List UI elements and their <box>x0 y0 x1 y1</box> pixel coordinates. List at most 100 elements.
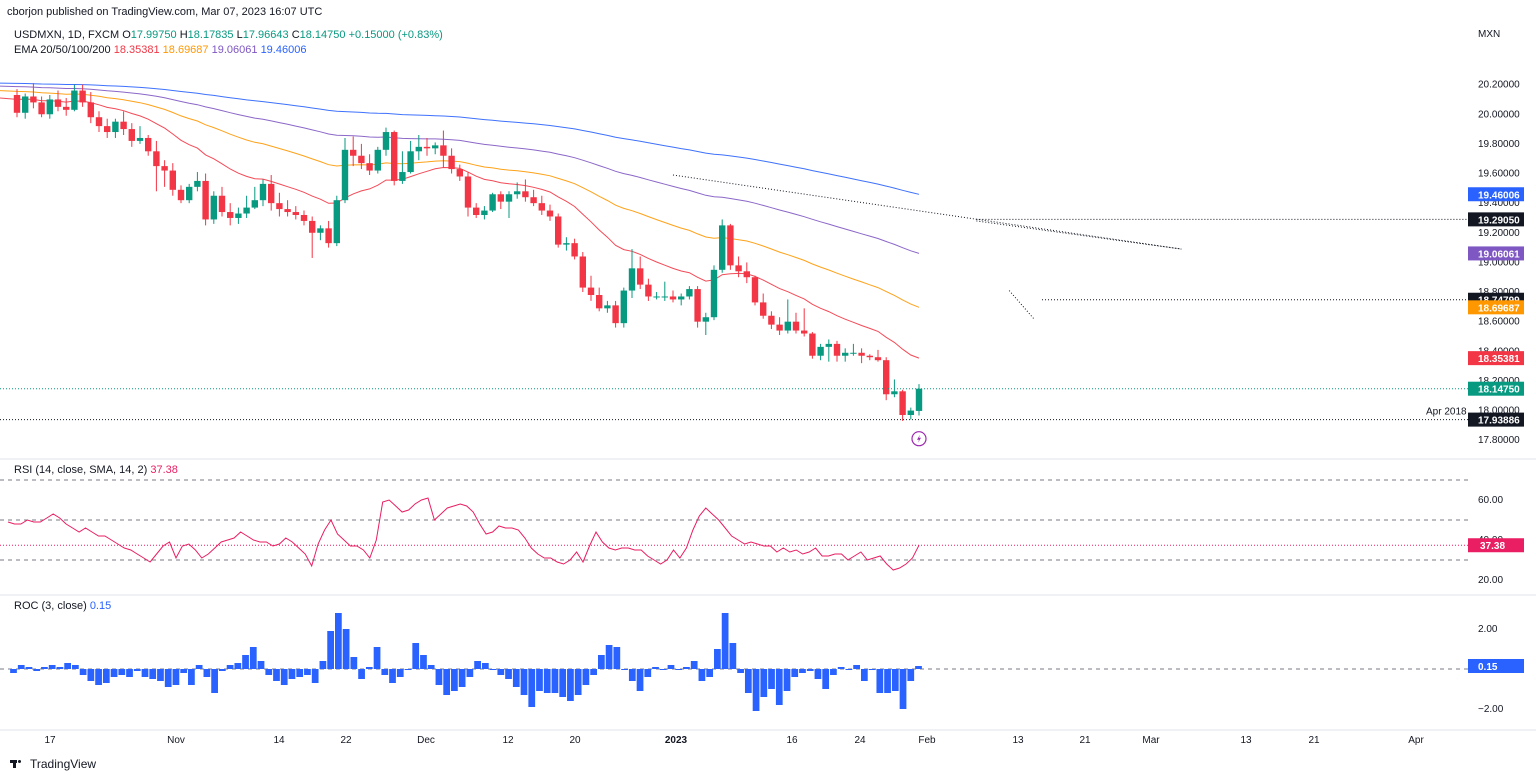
ema-label: EMA 20/50/100/200 <box>14 44 111 56</box>
candle-body <box>473 207 480 215</box>
time-tick-label: Feb <box>918 735 936 746</box>
roc-bar <box>420 655 427 669</box>
time-tick-label: Apr <box>1408 735 1424 746</box>
candle-body <box>46 99 53 115</box>
candle-body <box>333 200 340 244</box>
price-tick-label: 20.00000 <box>1478 109 1520 120</box>
candle-body <box>612 305 619 324</box>
candle-body <box>391 132 398 181</box>
candle-body <box>325 228 332 244</box>
roc-bar <box>180 669 188 673</box>
roc-legend[interactable]: ROC (3, close) 0.15 <box>14 600 111 612</box>
candle-body <box>210 195 217 220</box>
candle-body <box>833 343 841 356</box>
candle-body <box>63 106 70 110</box>
roc-bar <box>536 669 543 691</box>
ema50-line <box>0 90 920 308</box>
candle-body <box>768 315 775 325</box>
roc-bar <box>110 669 118 677</box>
roc-bar <box>304 669 311 675</box>
low-label: L <box>236 29 243 41</box>
time-tick-label: 21 <box>1308 735 1320 746</box>
roc-value: 0.15 <box>89 600 112 612</box>
time-axis[interactable]: 17 Nov 14 22 Dec 12 20 2023 16 24 Feb 13 21 Mar 13 21 Ap… <box>44 735 1424 746</box>
roc-bar <box>899 669 907 709</box>
roc-bar <box>481 663 489 669</box>
time-tick-label: 13 <box>1240 735 1252 746</box>
candle-body <box>440 145 447 156</box>
candle-body <box>415 146 422 152</box>
candle-body <box>710 269 718 318</box>
time-tick-label: Nov <box>167 735 185 746</box>
candle-body <box>104 126 111 133</box>
roc-pane[interactable]: 2.00 −2.00 0.15 <box>0 613 1524 715</box>
roc-bar <box>543 669 551 693</box>
candle-body <box>407 151 414 173</box>
roc-bar <box>64 663 72 669</box>
candle-body <box>514 191 521 195</box>
candle-body <box>13 95 21 113</box>
candle-body <box>136 137 144 141</box>
ema100-value: 19.06061 <box>211 44 258 56</box>
candle-body <box>702 317 709 322</box>
time-tick-label: 20 <box>569 735 581 746</box>
rsi-tag-label: 37.38 <box>1480 541 1505 552</box>
roc-bar <box>884 669 891 693</box>
candle-body <box>825 343 832 347</box>
roc-bar <box>752 669 760 711</box>
roc-bar <box>188 669 195 685</box>
time-tick-label: 21 <box>1079 735 1091 746</box>
close-value: 18.14750 <box>299 29 346 41</box>
price-axis[interactable]: 20.20000 20.00000 19.80000 19.60000 19.40000… <box>1468 80 1524 447</box>
price-tick-label: 19.60000 <box>1478 169 1520 180</box>
roc-bar <box>822 669 830 689</box>
candle-body <box>292 212 299 215</box>
rsi-tick-label: 20.00 <box>1478 575 1503 586</box>
trendline <box>976 220 1182 250</box>
tradingview-brand[interactable]: TradingView <box>10 757 96 771</box>
roc-bar <box>837 667 845 669</box>
symbol-legend[interactable]: USDMXN, 1D, FXCM O17.99750 H18.17835 L17… <box>14 29 443 41</box>
open-value: 17.99750 <box>130 29 177 41</box>
candle-body <box>128 129 135 141</box>
candle-body <box>489 194 496 211</box>
roc-title: ROC (3, close) <box>14 600 87 612</box>
roc-bar <box>404 669 412 670</box>
candle-body <box>202 180 209 220</box>
candle-body <box>79 90 86 103</box>
grid <box>0 458 1536 731</box>
roc-bar <box>17 665 25 669</box>
candle-body <box>161 166 168 171</box>
candle-body <box>801 330 808 334</box>
high-label: H <box>179 29 188 41</box>
roc-bar <box>605 645 613 669</box>
roc-bar <box>365 667 373 669</box>
roc-bar <box>342 629 350 669</box>
rsi-legend[interactable]: RSI (14, close, SMA, 14, 2) 37.38 <box>14 464 178 476</box>
roc-bar <box>72 665 79 669</box>
candle-body <box>22 96 29 113</box>
candle-body <box>186 186 193 201</box>
candle-body <box>300 215 308 221</box>
roc-bar <box>335 613 342 669</box>
roc-bar <box>443 669 451 695</box>
rsi-tag <box>1468 538 1524 553</box>
apr-2018-annotation: Apr 2018 <box>1426 407 1467 418</box>
candle-body <box>54 99 62 107</box>
candle-body <box>727 225 734 266</box>
candle-body <box>276 203 283 210</box>
roc-bar <box>358 669 365 679</box>
candle-body <box>604 305 611 309</box>
ema200-value: 19.46006 <box>260 44 307 56</box>
ema-legend[interactable]: EMA 20/50/100/200 18.35381 18.69687 19.0… <box>14 44 306 56</box>
candle-body <box>555 216 562 245</box>
candle-body <box>678 296 685 300</box>
candle-body <box>907 410 914 415</box>
price-pane[interactable]: Apr 2018 <box>0 82 1468 447</box>
roc-bar <box>211 669 218 693</box>
candle-body <box>735 265 742 272</box>
roc-bar <box>296 669 304 677</box>
candle-body <box>686 289 693 297</box>
close-label: C <box>291 29 300 41</box>
